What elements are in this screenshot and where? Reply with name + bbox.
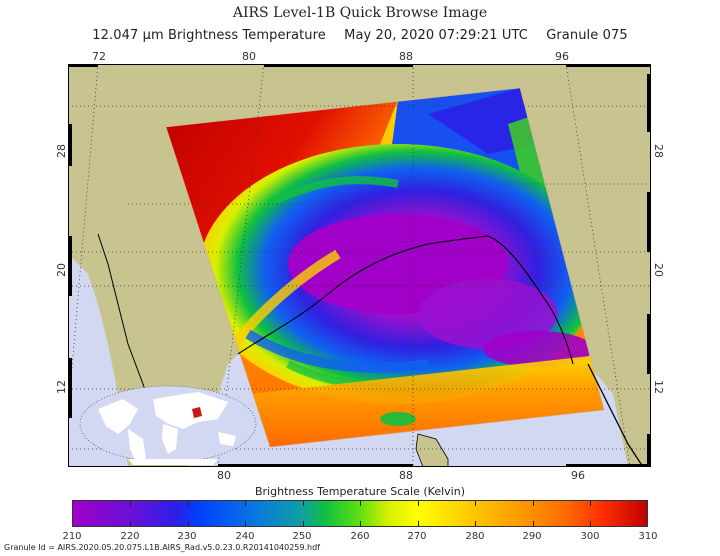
- lon-label-bottom: 88: [399, 469, 413, 482]
- region-marker: [192, 407, 202, 418]
- image-subtitle: 12.047 µm Brightness Temperature May 20,…: [0, 28, 720, 43]
- lat-label-left: 28: [55, 144, 68, 158]
- colorbar-label: 240: [235, 531, 255, 542]
- coastline: [237, 235, 574, 365]
- colorbar: [72, 500, 648, 527]
- channel-label: 12.047 µm Brightness Temperature: [92, 28, 326, 43]
- colorbar-label: 290: [522, 531, 542, 542]
- map-frame: [68, 64, 651, 467]
- graticule: [68, 64, 651, 467]
- lat-label-right: 28: [652, 144, 665, 158]
- granule-id: Granule Id = AIRS.2020.05.20.075.L1B.AIR…: [4, 543, 320, 552]
- coastline: [587, 363, 644, 467]
- lat-label-left: 20: [55, 263, 68, 277]
- colorbar-label: 250: [292, 531, 312, 542]
- lon-label-top: 96: [555, 50, 569, 63]
- colorbar-label: 300: [580, 531, 600, 542]
- colorbar-label: 270: [407, 531, 427, 542]
- colorbar-label: 280: [465, 531, 485, 542]
- lon-label-bottom: 96: [571, 469, 585, 482]
- lat-label-left: 12: [55, 380, 68, 394]
- colorbar-title: Brightness Temperature Scale (Kelvin): [255, 485, 465, 498]
- lat-label-right: 12: [652, 380, 665, 394]
- datetime-label: May 20, 2020 07:29:21 UTC: [344, 28, 528, 43]
- granule-label: Granule 075: [546, 28, 628, 43]
- lon-label-top: 72: [92, 50, 106, 63]
- map-panel: [68, 64, 651, 467]
- colorbar-label: 210: [62, 531, 82, 542]
- lon-label-top: 80: [242, 50, 256, 63]
- colorbar-label: 230: [177, 531, 197, 542]
- world-locator-inset: [79, 385, 257, 465]
- lon-label-top: 88: [399, 50, 413, 63]
- lat-label-right: 20: [652, 263, 665, 277]
- colorbar-label: 220: [120, 531, 140, 542]
- lon-label-bottom: 80: [217, 469, 231, 482]
- colorbar-label: 310: [638, 531, 658, 542]
- colorbar-label: 260: [350, 531, 370, 542]
- image-title: AIRS Level-1B Quick Browse Image: [232, 5, 488, 21]
